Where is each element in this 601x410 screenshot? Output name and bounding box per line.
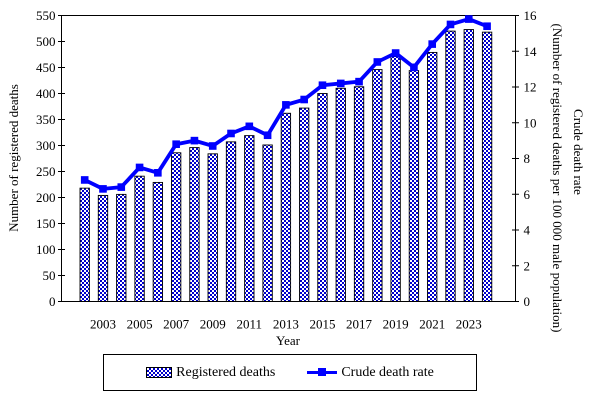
bar-2017 (353, 86, 365, 302)
marker-2023 (464, 15, 473, 23)
y-right-tick-label: 16 (524, 8, 538, 23)
marker-2006 (154, 169, 162, 177)
marker-2008 (190, 136, 199, 145)
marker-2021 (428, 40, 437, 48)
y-left-tick-label: 400 (36, 86, 56, 101)
bar-2006 (152, 181, 164, 302)
legend: Registered deaths Crude death rate (103, 354, 477, 391)
y-right-tick-label: 4 (524, 223, 531, 238)
y-left-tick-label: 200 (36, 190, 56, 205)
bar-2024 (481, 31, 493, 302)
x-tick-label-2013: 2013 (273, 317, 299, 332)
bar-2016 (335, 87, 346, 302)
marker-2020 (410, 63, 418, 72)
bar-2022 (445, 30, 456, 302)
y-right-tick-label: 12 (524, 80, 537, 95)
marker-2019 (391, 49, 400, 57)
x-tick-label-2021: 2021 (419, 317, 445, 332)
bar-2020 (408, 70, 420, 302)
bar-2008 (189, 147, 200, 302)
bar-2011 (244, 135, 255, 302)
marker-2007 (172, 140, 180, 148)
y-left-tick-label: 300 (36, 138, 56, 153)
y-left-tick-label: 450 (36, 60, 56, 75)
x-tick-label-2017: 2017 (346, 317, 373, 332)
y-left-tick-label: 0 (49, 294, 56, 309)
y-left-tick-label: 350 (36, 112, 56, 127)
y-right-tick-label: 14 (524, 44, 538, 59)
y-right-tick-label: 6 (524, 187, 531, 202)
bar-2023 (463, 29, 474, 302)
checkered-bar-swatch (146, 367, 173, 378)
bar-2009 (207, 153, 218, 302)
bar-2003 (97, 194, 109, 302)
x-tick-label-2003: 2003 (90, 317, 116, 332)
x-tick-label-2023: 2023 (456, 317, 482, 332)
marker-2024 (483, 22, 491, 31)
y-left-tick-label: 500 (36, 34, 56, 49)
bar-2012 (262, 144, 273, 302)
marker-2017 (355, 77, 363, 86)
marker-2011 (245, 122, 254, 131)
bar-2015 (317, 93, 328, 302)
right-axis-title-primary: Crude death rate (571, 109, 586, 195)
marker-2022 (446, 20, 455, 29)
line-marker-swatch (307, 368, 338, 377)
x-tick-label-2009: 2009 (200, 317, 226, 332)
legend-item-crude-death-rate: Crude death rate (307, 365, 434, 381)
bar-2010 (225, 141, 237, 302)
bar-2021 (427, 51, 438, 302)
bar-2018 (372, 69, 383, 302)
marker-2003 (99, 185, 107, 193)
marker-2002 (80, 176, 89, 184)
marker-2018 (373, 58, 382, 66)
y-left-tick-label: 150 (36, 216, 56, 231)
marker-2014 (300, 95, 308, 104)
x-tick-label-2007: 2007 (163, 317, 190, 332)
bar-2014 (299, 107, 310, 302)
marker-2010 (227, 129, 235, 138)
left-axis-title: Number of registered deaths (6, 84, 21, 232)
x-axis-title: Year (276, 333, 300, 348)
x-tick-label-2011: 2011 (237, 317, 263, 332)
legend-item-registered-deaths: Registered deaths (146, 365, 275, 381)
y-right-tick-label: 10 (524, 115, 537, 130)
legend-label-crude-death-rate: Crude death rate (341, 364, 434, 380)
bar-2013 (280, 112, 292, 302)
y-left-tick-label: 100 (36, 242, 56, 257)
x-tick-label-2019: 2019 (383, 317, 409, 332)
marker-2012 (263, 131, 272, 140)
bar-2002 (79, 187, 90, 302)
y-left-tick-label: 250 (36, 164, 56, 179)
legend-label-registered-deaths: Registered deaths (176, 364, 276, 380)
bar-2007 (170, 152, 182, 302)
bar-2005 (134, 175, 145, 302)
bar-2019 (390, 56, 401, 302)
marker-2004 (117, 183, 126, 191)
marker-2016 (336, 79, 345, 88)
y-left-tick-label: 50 (43, 268, 56, 283)
bar-2004 (116, 193, 127, 302)
y-right-tick-label: 2 (524, 258, 531, 273)
marker-2015 (318, 81, 327, 90)
x-tick-label-2015: 2015 (309, 317, 335, 332)
x-tick-label-2005: 2005 (127, 317, 153, 332)
right-axis-title-secondary: (Number of registered deaths per 100 000… (550, 23, 565, 333)
y-right-tick-label: 8 (524, 151, 531, 166)
y-left-tick-label: 550 (36, 8, 56, 23)
marker-2009 (208, 142, 217, 150)
marker-2005 (135, 163, 144, 172)
marker-2013 (282, 101, 290, 109)
y-right-tick-label: 0 (524, 294, 531, 309)
